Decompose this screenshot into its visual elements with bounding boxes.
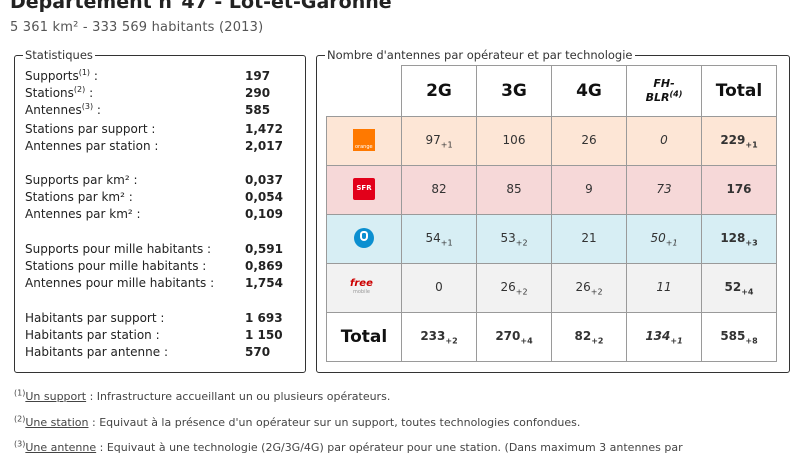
stat-value: 585 [245, 103, 271, 117]
table-row-sfr: SFR 82 85 9 73 176 [326, 165, 777, 215]
cell-fh-blr: 0 [626, 116, 702, 166]
operator-cell: free mobile [326, 263, 402, 313]
cell-2g: 0 [401, 263, 477, 313]
cell-3g: 26+2 [476, 263, 552, 313]
corner-cell [326, 65, 402, 117]
stat-row-habitants-par-support: Habitants par support : 1 693 [25, 310, 295, 326]
table-row-orange: orange 97+1 106 26 0 229+1 [326, 116, 777, 166]
cell-3g: 53+2 [476, 214, 552, 264]
cell-fh-blr: 134+1 [626, 312, 702, 362]
free-mobile-logo-icon: free mobile [350, 277, 373, 295]
stat-label: Habitants par antenne : [25, 345, 168, 359]
total-label: Total [326, 312, 402, 362]
antennas-panel: Nombre d'antennes par opérateur et par t… [316, 48, 790, 373]
stat-label: Supports par km² : [25, 173, 138, 187]
footnote-support: (1)Un support : Infrastructure accueilla… [14, 388, 391, 403]
footnote-antenne: (3)Une antenne : Equivaut à une technolo… [14, 439, 683, 454]
stat-row-habitants-par-station: Habitants par station : 1 150 [25, 327, 295, 343]
stat-value: 2,017 [245, 139, 283, 153]
stat-label: Antennes(3) : [25, 102, 101, 118]
cell-2g: 233+2 [401, 312, 477, 362]
stat-value: 1 693 [245, 311, 283, 325]
header-total: Total [701, 65, 777, 117]
stat-label: Habitants par station : [25, 328, 160, 342]
cell-fh-blr: 50+1 [626, 214, 702, 264]
cell-4g: 21 [551, 214, 627, 264]
header-fh-blr: FH- BLR(4) [626, 65, 702, 117]
stat-label: Habitants par support : [25, 311, 165, 325]
orange-logo-icon: orange [353, 128, 375, 151]
cell-total: 128+3 [701, 214, 777, 264]
operator-cell: orange [326, 116, 402, 166]
stat-label: Stations par support : [25, 122, 156, 136]
antennas-legend: Nombre d'antennes par opérateur et par t… [325, 48, 635, 62]
table-row-free: free mobile 0 26+2 26+2 11 52+4 [326, 263, 777, 313]
header-4g: 4G [551, 65, 627, 117]
stat-value: 0,869 [245, 259, 283, 273]
cell-fh-blr: 73 [626, 165, 702, 215]
stat-value: 0,037 [245, 173, 283, 187]
statistics-panel: Statistiques Supports(1) : 197 Stations(… [14, 48, 306, 373]
stat-value: 0,591 [245, 242, 283, 256]
stat-value: 290 [245, 86, 271, 100]
stat-label: Stations pour mille habitants : [25, 259, 207, 273]
stat-label: Antennes pour mille habitants : [25, 276, 215, 290]
stat-row-supports: Supports(1) : 197 [25, 68, 295, 84]
antennas-table: 2G 3G 4G FH- BLR(4) Total orange 97+1 106… [326, 65, 777, 362]
cell-4g: 26 [551, 116, 627, 166]
operator-cell: SFR [326, 165, 402, 215]
header-3g: 3G [476, 65, 552, 117]
stat-value: 0,109 [245, 207, 283, 221]
bouygues-logo-icon [354, 227, 374, 248]
table-row-bouygues: 54+1 53+2 21 50+1 128+3 [326, 214, 777, 264]
stat-label: Stations(2) : [25, 85, 94, 101]
cell-4g: 9 [551, 165, 627, 215]
cell-2g: 97+1 [401, 116, 477, 166]
stat-value: 0,054 [245, 190, 283, 204]
statistics-legend: Statistiques [23, 48, 95, 62]
cell-total: 176 [701, 165, 777, 215]
header-2g: 2G [401, 65, 477, 117]
cell-2g: 54+1 [401, 214, 477, 264]
table-row-total: Total 233+2 270+4 82+2 134+1 585+8 [326, 312, 777, 362]
stat-row-habitants-par-antenne: Habitants par antenne : 570 [25, 344, 295, 360]
table-header-row: 2G 3G 4G FH- BLR(4) Total [326, 65, 777, 117]
page-title: Département n°47 - Lot-et-Garonne [10, 0, 392, 13]
sfr-logo-icon: SFR [353, 177, 375, 200]
stat-row-supports-par-km2: Supports par km² : 0,037 [25, 172, 295, 188]
cell-3g: 106 [476, 116, 552, 166]
stat-value: 197 [245, 69, 271, 83]
stat-label: Supports(1) : [25, 68, 98, 84]
stat-value: 1,472 [245, 122, 283, 136]
stat-row-antennes: Antennes(3) : 585 [25, 102, 295, 118]
stat-row-antennes-par-station: Antennes par station : 2,017 [25, 138, 295, 154]
cell-3g: 85 [476, 165, 552, 215]
stat-row-stations-par-support: Stations par support : 1,472 [25, 121, 295, 137]
page-subtitle: 5 361 km² - 333 569 habitants (2013) [10, 20, 264, 35]
stat-row-supports-mille-habitants: Supports pour mille habitants : 0,591 [25, 241, 295, 257]
stat-label: Antennes par km² : [25, 207, 141, 221]
cell-total: 585+8 [701, 312, 777, 362]
stat-label: Supports pour mille habitants : [25, 242, 212, 256]
cell-3g: 270+4 [476, 312, 552, 362]
stat-label: Antennes par station : [25, 139, 159, 153]
stat-value: 1,754 [245, 276, 283, 290]
stat-row-stations-par-km2: Stations par km² : 0,054 [25, 189, 295, 205]
stat-value: 570 [245, 345, 271, 359]
stat-row-stations-mille-habitants: Stations pour mille habitants : 0,869 [25, 258, 295, 274]
cell-fh-blr: 11 [626, 263, 702, 313]
cell-total: 229+1 [701, 116, 777, 166]
stat-row-antennes-mille-habitants: Antennes pour mille habitants : 1,754 [25, 275, 295, 291]
footnote-station: (2)Une station : Equivaut à la présence … [14, 414, 581, 429]
stat-row-stations: Stations(2) : 290 [25, 85, 295, 101]
operator-cell [326, 214, 402, 264]
cell-total: 52+4 [701, 263, 777, 313]
cell-2g: 82 [401, 165, 477, 215]
stat-label: Stations par km² : [25, 190, 133, 204]
stat-row-antennes-par-km2: Antennes par km² : 0,109 [25, 206, 295, 222]
cell-4g: 26+2 [551, 263, 627, 313]
cell-4g: 82+2 [551, 312, 627, 362]
stat-value: 1 150 [245, 328, 283, 342]
